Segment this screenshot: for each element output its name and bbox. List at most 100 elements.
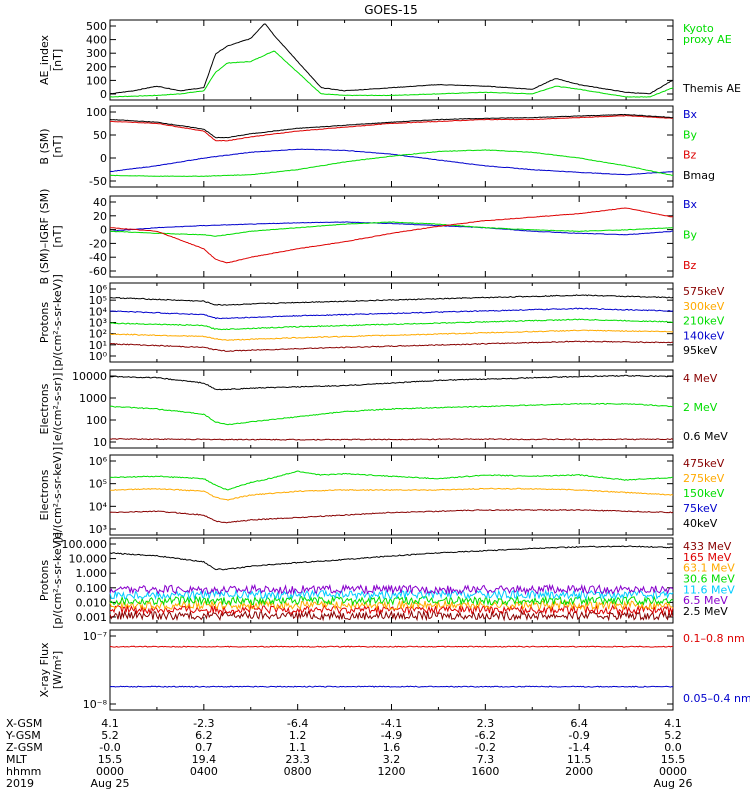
legend-label: Kyoto xyxy=(683,22,714,35)
y-axis-label: Electrons xyxy=(38,469,51,520)
y-tick-label: 100 xyxy=(86,74,107,87)
legend-label: 210keV xyxy=(683,315,725,328)
y-tick-label: 10⁰ xyxy=(89,350,108,363)
series-line-475kev xyxy=(109,508,674,524)
y-axis-label: Protons xyxy=(38,302,51,343)
legend-label: 300keV xyxy=(683,300,725,313)
ephemeris-value: 1600 xyxy=(471,765,499,778)
legend-label: 95keV xyxy=(683,344,718,357)
ephemeris-value: 0000 xyxy=(96,765,124,778)
y-axis-label: AE_index xyxy=(38,34,51,85)
y-tick-label: 10³ xyxy=(89,317,107,330)
y-axis-label: [p/(cm²-s-sr-keV)] xyxy=(51,532,64,629)
y-tick-label: 10⁴ xyxy=(89,500,108,513)
ephemeris-value: -1.4 xyxy=(568,741,589,754)
ephemeris-value: 19.4 xyxy=(192,753,217,766)
ephemeris-value: 6.4 xyxy=(570,717,588,730)
ephemeris-value: 15.5 xyxy=(98,753,123,766)
ephemeris-row-label: Z-GSM xyxy=(6,741,43,754)
y-tick-label: 10⁻⁷ xyxy=(83,630,107,643)
y-axis-label: [p/(cm²-s-sr-keV)] xyxy=(51,274,64,371)
ephemeris-value: Aug 26 xyxy=(654,777,693,790)
series-line-2-5-mev xyxy=(109,545,674,571)
y-tick-label: 10⁵ xyxy=(89,294,107,307)
panel-frame xyxy=(109,629,674,711)
y-tick-label: 0.001 xyxy=(76,611,108,624)
legend-label: proxy AE xyxy=(683,33,732,46)
y-axis-label: [nT] xyxy=(51,135,64,157)
y-axis-label: [W/m²] xyxy=(51,651,64,689)
series-line-bx xyxy=(109,148,673,176)
legend-label: Themis AE xyxy=(682,82,741,95)
y-tick-label: 10¹ xyxy=(89,339,107,352)
ephemeris-value: 0.0 xyxy=(664,741,682,754)
panel-frame xyxy=(109,454,674,536)
ephemeris-value: 0000 xyxy=(659,765,687,778)
series-line-0-05-0-4-nm xyxy=(109,685,674,688)
series-line-575kev xyxy=(109,340,673,352)
legend-label: 0.6 MeV xyxy=(683,430,728,443)
y-tick-label: 100.000 xyxy=(62,538,108,551)
series-line-themis-ae xyxy=(109,23,674,95)
ephemeris-value: 1.2 xyxy=(289,729,307,742)
legend-label: Bx xyxy=(683,108,698,121)
x-axis-ephemeris: X-GSM 4.1 -2.3 -6.4 -4.1 2.3 6.4 4.1 Y-GSM 5.2 6.2… xyxy=(5,717,692,790)
y-tick-label: 10² xyxy=(89,328,107,341)
legend-label: 150keV xyxy=(683,487,725,500)
series-line-433-mev xyxy=(109,609,674,622)
series-line-bz xyxy=(109,207,674,264)
legend-label: 11.6 MeV xyxy=(683,583,735,596)
ephemeris-value: 0.7 xyxy=(195,741,213,754)
ephemeris-value: -0.2 xyxy=(475,741,496,754)
series-line-kyoto-proxy-ae xyxy=(109,50,674,98)
y-tick-label: -20 xyxy=(89,237,107,250)
legend-label: By xyxy=(683,229,698,242)
panel-b_sm: 100 50 0 -50 B (SM) [nT] Bx By Bz Bmag xyxy=(38,105,715,188)
series-line-210kev xyxy=(109,318,673,331)
ephemeris-value: -2.3 xyxy=(193,717,214,730)
series-line-165-mev xyxy=(109,603,674,616)
ephemeris-value: 5.2 xyxy=(664,729,682,742)
legend-label: 40keV xyxy=(683,517,718,530)
ephemeris-value: 11.5 xyxy=(567,753,592,766)
series-line-6-5-mev xyxy=(109,583,674,596)
legend-label: 63.1 MeV xyxy=(683,562,735,575)
y-tick-label: 0 xyxy=(100,152,107,165)
y-tick-label: 10⁵ xyxy=(89,478,107,491)
series-line-2-mev xyxy=(109,402,674,426)
legend-label: 575keV xyxy=(683,285,725,298)
series-line-275kev xyxy=(109,487,674,501)
series-line-0-1-0-8-nm xyxy=(109,645,674,648)
ephemeris-value: 15.5 xyxy=(661,753,686,766)
series-line-by xyxy=(109,149,674,177)
series-line-95kev xyxy=(109,294,674,306)
ephemeris-value: 0800 xyxy=(284,765,312,778)
legend-label: Bmag xyxy=(683,169,715,182)
ephemeris-value: -6.4 xyxy=(287,717,308,730)
legend-label: 75keV xyxy=(683,502,718,515)
y-tick-label: 0.010 xyxy=(76,596,108,609)
y-tick-label: 100 xyxy=(86,106,107,119)
y-axis-label: Protons xyxy=(38,560,51,601)
series-line-4-mev xyxy=(109,438,674,441)
y-axis-label: [e/(cm²-s-sr)] xyxy=(51,373,64,446)
panel-xray: 10⁻⁷ 10⁻⁸ X-ray Flux [W/m²] 0.1–0.8 nm 0.05–0… xyxy=(38,629,750,711)
ephemeris-value: 0400 xyxy=(190,765,218,778)
y-tick-label: -50 xyxy=(89,175,107,188)
plot-title: GOES-15 xyxy=(364,3,418,17)
legend-label: Bx xyxy=(683,198,698,211)
y-tick-label: 20 xyxy=(93,210,107,223)
series-line-bmag xyxy=(109,113,674,139)
panel-electrons_diff: 10⁶ 10⁵ 10⁴ 10³ Electrons [e/(cm²-s-sr-keV)] 4… xyxy=(38,447,725,543)
ephemeris-value: 3.2 xyxy=(383,753,401,766)
legend-label: 475keV xyxy=(683,457,725,470)
y-tick-label: 0 xyxy=(100,224,107,237)
y-tick-label: 10⁶ xyxy=(89,283,108,296)
y-tick-label: 10 xyxy=(93,436,107,449)
legend-label: 2 MeV xyxy=(683,401,718,414)
ephemeris-row-label: Y-GSM xyxy=(5,729,41,742)
y-axis-label: Electrons xyxy=(38,383,51,434)
ephemeris-value: 4.1 xyxy=(101,717,119,730)
